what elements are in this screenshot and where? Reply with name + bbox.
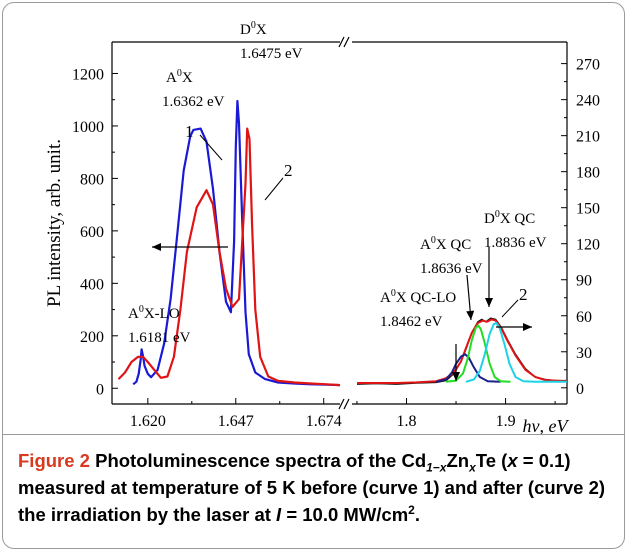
curve2-right-leader [501,299,519,318]
annotation-a0x-energy: 1.6362 eV [162,94,225,110]
series-right-a0x-qc [445,324,511,383]
curve-label-c2: 2 [284,161,293,180]
pl-spectra-chart: 0 200 400 600 800 1000 1200 0 30 60 90 120 150 180 210… [44,20,600,436]
x-tick-label-right: 1.9 [496,413,516,430]
annotation-qc-lo-energy: 1.8462 eV [380,314,443,330]
right-y-tick-label: 150 [576,201,600,218]
right-y-tick-label: 210 [576,129,600,146]
annotation-qc-lo-name: A0X QC-LO [380,288,456,306]
axis-break-mark-bottom-1 [338,398,345,410]
series-right-2-fit- [357,318,568,384]
a0x-qc-arrow-head [466,310,475,320]
caption-sub-2: x [469,460,476,475]
series-right-d0x-qc [465,322,567,383]
x-axis-title: hν, eV [523,416,570,436]
curve-label-c1: 1 [185,122,194,141]
left-y-tick-label: 0 [96,381,104,398]
caption-sub-1: 1−x [426,460,447,475]
caption-label: Figure 2 [18,450,90,471]
right-y-tick-label: 30 [576,345,592,362]
caption-text-6: . [414,504,420,525]
left-y-tick-label: 800 [80,171,104,188]
axis-break-mark-top-1 [338,36,345,48]
right-y-tick-label: 0 [576,381,584,398]
caption-text-5: = 10.0 MW/cm [281,504,409,525]
curve2-leader [264,177,284,201]
right-y-tick-label: 240 [576,93,600,110]
annotation-a0x-lo-name: A0X-LO [128,304,180,322]
annotation-a0x-name: A0X [166,68,193,86]
caption-text-1: Photoluminescence spectra of the Cd [89,450,427,471]
axis-break-mark-top-2 [343,36,350,48]
qc-lo-arrow-head [452,372,460,381]
caption-text-3: Te ( [475,450,508,471]
right-y-tick-label: 90 [576,273,592,290]
left-axis-arrow-head [152,243,161,251]
caption-text-2: Zn [446,450,470,471]
series-left-curve-1 [132,99,341,387]
caption-divider [3,434,624,435]
x-tick-label-right: 1.8 [396,413,416,430]
caption-sup: 2 [408,502,415,517]
figure-frame [2,2,625,549]
caption-x-var: x [507,450,518,471]
left-y-tick-label: 600 [80,224,104,241]
series-left-curve-2 [117,127,341,387]
curve1-leader [199,134,223,161]
annotation-a0x-qc-name: A0X QC [420,235,471,253]
x-tick-label-left: 1.620 [130,413,166,430]
y-axis-title: PL intensity, arb. unit. [44,139,65,307]
annotation-d0x-qc-name: D0X QC [484,209,535,227]
left-y-tick-label: 1000 [72,119,104,136]
right-axis-arrow-head [523,323,532,331]
annotation-d0x-qc-energy: 1.8836 eV [484,235,547,251]
left-y-tick-label: 200 [80,329,104,346]
left-y-tick-label: 400 [80,276,104,293]
annotation-d0x-name: D0X [240,20,267,38]
x-tick-label-left: 1.674 [306,413,342,430]
annotation-d0x-energy: 1.6475 eV [240,46,303,62]
caption-i-var: I [276,504,282,525]
annotation-a0x-qc-energy: 1.8636 eV [420,261,483,277]
caption-text-4: = 0.1) measured at temperature of 5 K be… [18,450,606,525]
right-y-tick-label: 180 [576,165,600,182]
curve-label-c2r: 2 [519,285,528,304]
d0x-qc-arrow-head [485,298,493,307]
series-right-a0x-qc-lo [435,353,501,383]
right-y-tick-label: 60 [576,309,592,326]
right-y-tick-label: 270 [576,57,600,74]
annotation-a0x-lo-energy: 1.6181 eV [128,330,191,346]
axis-break-mark-bottom-2 [343,398,350,410]
x-tick-label-left: 1.647 [218,413,254,430]
figure-caption: Figure 2 Photoluminescence spectra of th… [18,447,618,528]
right-y-tick-label: 120 [576,237,600,254]
left-y-tick-label: 1200 [72,66,104,83]
